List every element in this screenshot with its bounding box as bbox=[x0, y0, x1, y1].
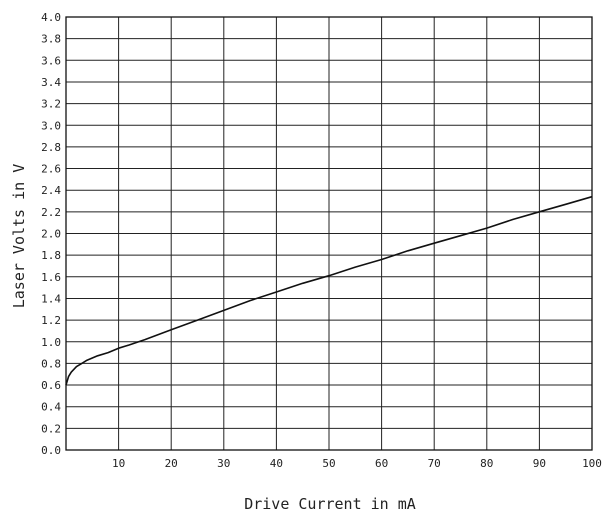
x-tick-label: 30 bbox=[217, 457, 230, 470]
y-tick-label: 1.6 bbox=[41, 271, 61, 284]
series-line bbox=[65, 195, 593, 386]
tick-labels: 0.0 0.2 0.4 0.6 0.8 1.0 1.2 1.4 1.6 1.8 2.0 2.2 2.4 2… bbox=[41, 11, 602, 470]
y-tick-label: 3.0 bbox=[41, 119, 61, 132]
y-tick-label: 2.4 bbox=[41, 184, 61, 197]
grid bbox=[66, 16, 593, 451]
y-tick-label: 0.2 bbox=[41, 422, 61, 435]
y-tick-label: 0.8 bbox=[41, 357, 61, 370]
y-tick-label: 3.2 bbox=[41, 98, 61, 111]
y-tick-label: 2.6 bbox=[41, 163, 61, 176]
y-tick-label: 2.0 bbox=[41, 228, 61, 241]
y-tick-label: 0.6 bbox=[41, 379, 61, 392]
y-tick-label: 0.0 bbox=[41, 444, 61, 457]
x-tick-label: 10 bbox=[112, 457, 125, 470]
x-tick-label: 90 bbox=[533, 457, 546, 470]
y-axis-label: Laser Volts in V bbox=[10, 164, 28, 309]
x-tick-label: 80 bbox=[480, 457, 493, 470]
y-tick-label: 3.4 bbox=[41, 76, 61, 89]
x-tick-label: 60 bbox=[375, 457, 388, 470]
x-tick-label: 20 bbox=[165, 457, 178, 470]
x-tick-label: 40 bbox=[270, 457, 283, 470]
y-tick-label: 3.6 bbox=[41, 54, 61, 67]
y-tick-label: 1.4 bbox=[41, 292, 61, 305]
y-tick-label: 2.2 bbox=[41, 206, 61, 219]
y-tick-label: 0.4 bbox=[41, 401, 61, 414]
y-tick-label: 3.8 bbox=[41, 33, 61, 46]
x-tick-label: 70 bbox=[428, 457, 441, 470]
x-axis-label: Drive Current in mA bbox=[244, 495, 416, 513]
x-tick-label: 50 bbox=[322, 457, 335, 470]
y-tick-label: 2.8 bbox=[41, 141, 61, 154]
x-tick-label: 100 bbox=[582, 457, 602, 470]
y-tick-label: 1.0 bbox=[41, 336, 61, 349]
y-tick-label: 4.0 bbox=[41, 11, 61, 24]
y-tick-label: 1.8 bbox=[41, 249, 61, 262]
series-group bbox=[65, 195, 593, 386]
plot-frame bbox=[65, 16, 593, 451]
y-tick-label: 1.2 bbox=[41, 314, 61, 327]
